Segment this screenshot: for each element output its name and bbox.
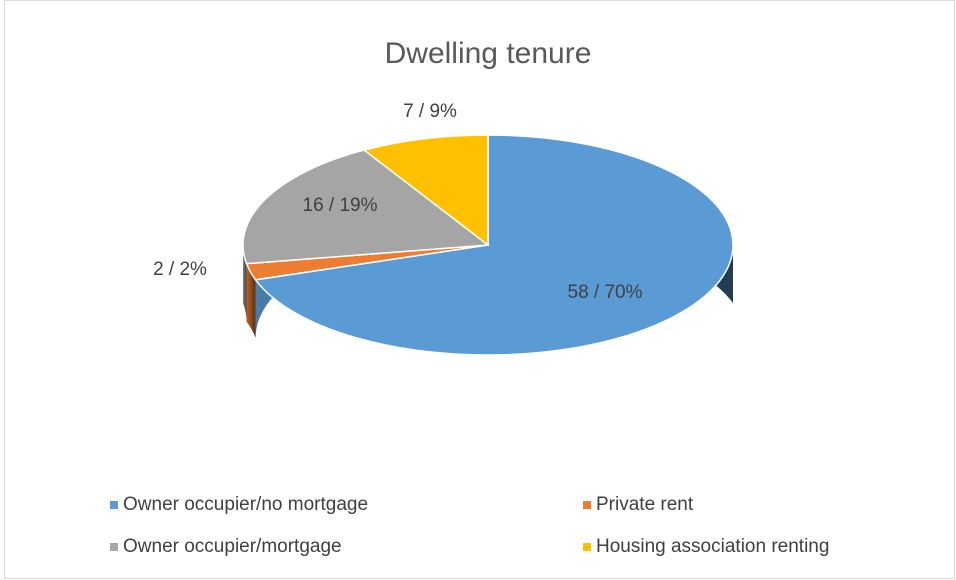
legend-marker [110, 501, 118, 509]
pie-slice [242, 149, 491, 265]
chart-title: Dwelling tenure [385, 37, 592, 70]
data-label: 16 / 19% [303, 195, 378, 216]
legend-marker [110, 543, 118, 551]
pie-slice [362, 134, 489, 247]
pie-slice [254, 134, 734, 356]
legend-marker [583, 543, 591, 551]
legend-label: Owner occupier/no mortgage [123, 494, 368, 515]
legend-label: Private rent [596, 494, 694, 515]
pie-slice-side [243, 245, 247, 322]
legend-label: Owner occupier/mortgage [123, 536, 342, 557]
data-label: 58 / 70% [568, 282, 643, 303]
data-label: 2 / 2% [153, 259, 207, 280]
legend-label: Housing association renting [596, 536, 829, 557]
data-label: 7 / 9% [403, 101, 457, 122]
legend-marker [583, 501, 591, 509]
pie-slice-side [246, 263, 256, 338]
